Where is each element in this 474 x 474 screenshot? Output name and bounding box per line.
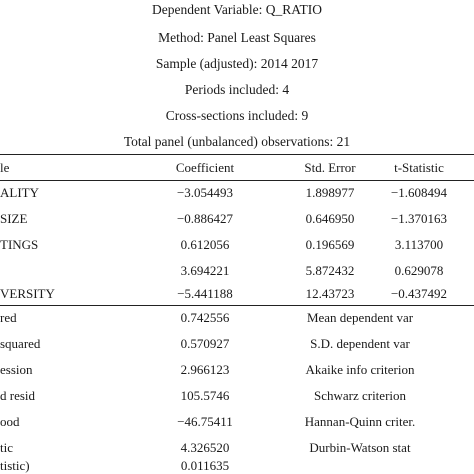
stat-right-label: Durbin-Watson stat <box>309 440 411 455</box>
row-coefficient: −0.886427 <box>176 211 234 226</box>
stat-value: −46.75411 <box>177 414 233 429</box>
row-variable: ALITY <box>0 185 39 200</box>
cross-sections-line: Cross-sections included: 9 <box>165 108 309 123</box>
table-top-rule <box>0 154 474 155</box>
periods-line: Periods included: 4 <box>184 82 290 97</box>
stat-right-label: Hannan-Quinn criter. <box>304 414 416 429</box>
table-header-rule <box>0 180 474 181</box>
column-header-std-error: Std. Error <box>304 160 356 175</box>
column-header-t-statistic: t-Statistic <box>394 160 444 175</box>
observations-line: Total panel (unbalanced) observations: 2… <box>123 134 351 149</box>
stat-value: 105.5746 <box>180 388 230 403</box>
row-coefficient: 3.694221 <box>180 263 230 278</box>
row-coefficient: −3.054493 <box>176 185 234 200</box>
stat-right-label: Akaike info criterion <box>305 362 415 377</box>
column-header-coefficient: Coefficient <box>175 160 235 175</box>
stat-label: ession <box>0 362 33 377</box>
row-variable: SIZE <box>0 211 28 226</box>
stat-value: 0.742556 <box>180 310 230 325</box>
stat-label: red <box>0 310 17 325</box>
stat-value: 2.966123 <box>180 362 230 377</box>
row-t-statistic: −0.437492 <box>390 286 448 301</box>
stat-label: tic <box>0 440 13 455</box>
row-t-statistic: 3.113700 <box>394 237 444 252</box>
row-t-statistic: −1.608494 <box>390 185 448 200</box>
row-std-error: 1.898977 <box>305 185 355 200</box>
stat-right-label: Mean dependent var <box>306 310 414 325</box>
row-variable: VERSITY <box>0 286 55 301</box>
column-header-variable: le <box>0 160 10 175</box>
row-t-statistic: −1.370163 <box>390 211 448 226</box>
stat-value: 0.570927 <box>180 336 230 351</box>
row-variable: TINGS <box>0 237 39 252</box>
row-std-error: 5.872432 <box>305 263 355 278</box>
stat-value: 0.011635 <box>180 458 230 473</box>
stat-label: squared <box>0 336 41 351</box>
stat-right-label: S.D. dependent var <box>310 336 410 351</box>
stat-label: d resid <box>0 388 36 403</box>
row-std-error: 12.43723 <box>305 286 355 301</box>
sample-line: Sample (adjusted): 2014 2017 <box>155 56 319 71</box>
stat-label: ood <box>0 414 20 429</box>
stat-value: 4.326520 <box>180 440 230 455</box>
stat-label: tistic) <box>0 458 30 473</box>
row-coefficient: −5.441188 <box>177 286 233 301</box>
row-t-statistic: 0.629078 <box>394 263 444 278</box>
table-middle-rule <box>0 305 474 306</box>
stat-right-label: Schwarz criterion <box>313 388 407 403</box>
method-line: Method: Panel Least Squares <box>158 30 316 45</box>
row-coefficient: 0.612056 <box>180 237 230 252</box>
row-std-error: 0.196569 <box>305 237 355 252</box>
row-std-error: 0.646950 <box>305 211 355 226</box>
dependent-variable-line: Dependent Variable: Q_RATIO <box>152 2 322 17</box>
